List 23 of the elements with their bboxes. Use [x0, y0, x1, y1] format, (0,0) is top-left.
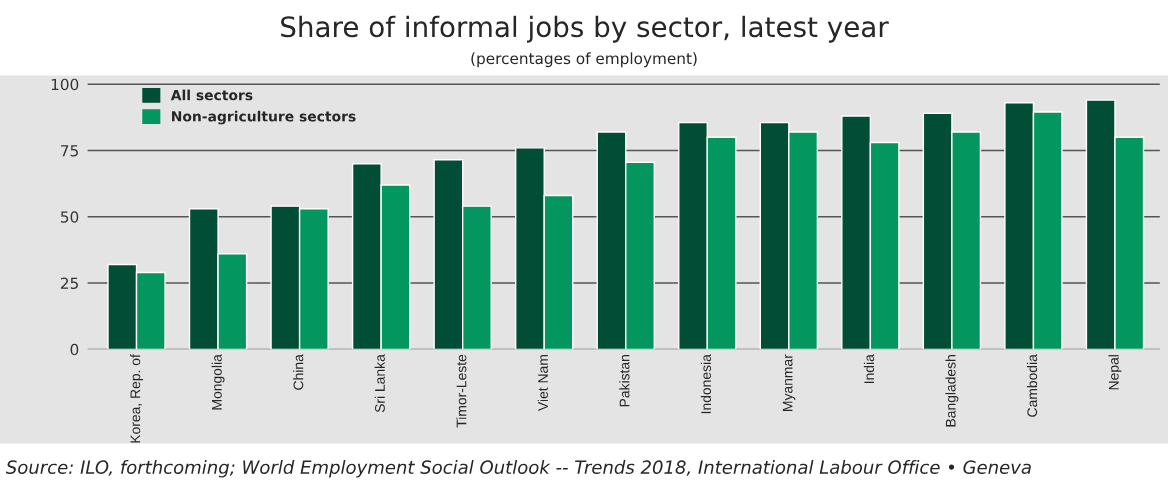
chart-subtitle: (percentages of employment)	[471, 52, 697, 68]
x-tick-label: China	[293, 354, 304, 390]
x-tick-label: Korea, Rep. of	[130, 354, 143, 443]
x-tick-label: India	[863, 354, 875, 384]
legend-label: All sectors	[170, 89, 253, 101]
x-tick-label: Pakistan	[619, 355, 630, 407]
x-tick-label: Sri Lanka	[374, 354, 385, 413]
y-tick-label: 100	[51, 78, 79, 91]
y-tick-label: 25	[60, 277, 78, 290]
x-tick-label: Indonesia	[700, 354, 712, 414]
x-tick-label: Cambodia	[1026, 354, 1038, 417]
x-tick-label: Viet Nam	[537, 355, 548, 411]
legend-label: Non-agriculture sectors	[172, 110, 356, 125]
x-tick-label: Bangladesh	[945, 355, 959, 427]
x-tick-label: Timor-Leste	[456, 354, 467, 428]
y-tick-label: 0	[70, 343, 79, 356]
y-tick-label: 75	[61, 145, 78, 157]
x-tick-label: Mongolia	[211, 354, 225, 410]
source-note: Source: ILO, forthcoming; World Employment Social Outlook -- Trends 2018, International Labour Office • Geneva	[5, 460, 1031, 478]
chart-title: Share of informal jobs by sector, latest year	[281, 15, 889, 43]
y-tick-label: 50	[61, 211, 79, 223]
x-tick-label: Myanmar	[782, 354, 796, 411]
x-tick-label: Nepal	[1108, 355, 1122, 390]
